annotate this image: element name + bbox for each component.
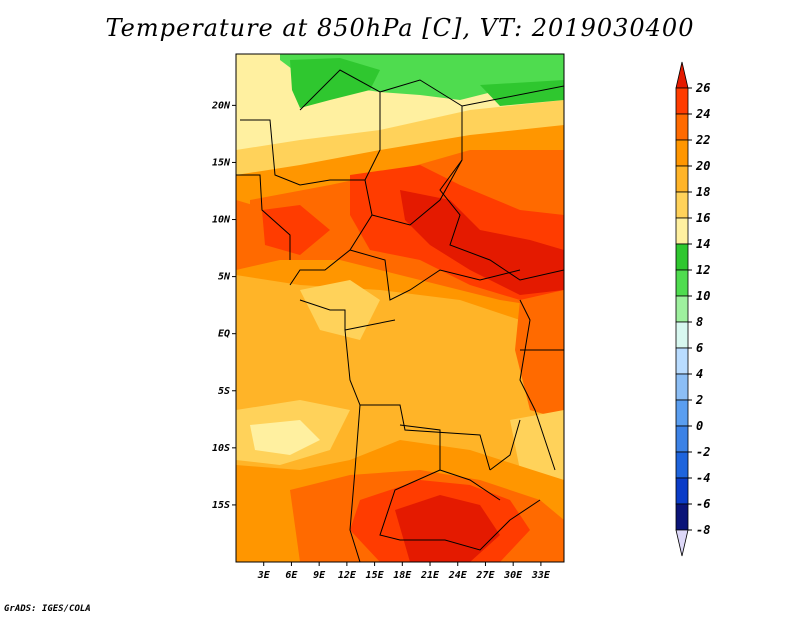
colorbar-label: 8: [696, 315, 703, 329]
lon-label: 3E: [257, 570, 271, 581]
colorbar-swatch: [675, 217, 689, 245]
colorbar-swatch: [675, 451, 689, 479]
colorbar-swatch: [675, 165, 689, 193]
colorbar-bottom-arrow: [675, 529, 689, 557]
colorbar-swatch: [675, 477, 689, 505]
colorbar-swatch: [675, 113, 689, 141]
colorbar-label: 6: [696, 341, 703, 355]
colorbar-swatch: [675, 139, 689, 167]
latitude-axis: 20N 15N 10N 5N EQ 5S 10S 15S: [211, 100, 236, 511]
lon-label: 15E: [366, 570, 385, 581]
lat-label: 10S: [212, 443, 230, 454]
lat-label: 5N: [218, 272, 231, 283]
lat-label: 15S: [212, 500, 230, 511]
lon-label: 33E: [531, 570, 551, 581]
lon-label: 9E: [313, 570, 326, 581]
lon-label: 24E: [448, 570, 468, 581]
colorbar-swatch: [675, 243, 689, 271]
colorbar-label: 10: [696, 289, 710, 303]
credit-text: GrADS: IGES/COLA: [4, 604, 91, 614]
colorbar-label: 26: [695, 81, 710, 95]
colorbar-label: -8: [696, 523, 710, 537]
colorbar-swatch: [675, 373, 689, 401]
colorbar-label: 16: [696, 211, 710, 225]
longitude-axis: 3E 6E 9E 12E 15E 18E 21E 24E 27E 30E 33E: [257, 562, 551, 581]
colorbar-label: 20: [695, 159, 710, 173]
lat-label: 10N: [212, 215, 231, 226]
colorbar-swatch: [675, 191, 689, 219]
colorbar-label: 18: [696, 185, 710, 199]
colorbar-label: 2: [695, 393, 703, 407]
colorbar-label: -4: [696, 471, 710, 485]
lon-label: 21E: [420, 570, 440, 581]
lon-label: 12E: [338, 570, 357, 581]
colorbar-label: -6: [696, 497, 710, 511]
lat-label: 20N: [211, 100, 231, 111]
colorbar-swatch: [675, 269, 689, 297]
colorbar-swatch: [675, 425, 689, 453]
map-frame: [235, 53, 565, 563]
lon-label: 27E: [475, 570, 495, 581]
temperature-field: [236, 54, 564, 562]
lat-label: 5S: [218, 386, 230, 397]
colorbar-swatch: [675, 503, 689, 531]
colorbar-label: -2: [696, 445, 710, 459]
lon-label: 6E: [285, 570, 298, 581]
country-borders: [236, 69, 564, 562]
colorbar-swatch: [675, 347, 689, 375]
colorbar-swatch: [675, 321, 689, 349]
colorbar-label: 0: [696, 419, 703, 433]
lon-label: 18E: [393, 570, 412, 581]
colorbar-swatch: [675, 399, 689, 427]
colorbar-label: 22: [695, 133, 710, 147]
colorbar-label: 12: [696, 263, 710, 277]
colorbar-label: 24: [695, 107, 710, 121]
colorbar-label: 14: [696, 237, 710, 251]
colorbar-top-arrow: [675, 61, 689, 89]
map-title: Temperature at 850hPa [C], VT: 201903040…: [105, 14, 695, 42]
colorbar-swatch: [675, 87, 689, 115]
lon-label: 30E: [503, 570, 523, 581]
lat-label: 15N: [212, 157, 231, 168]
colorbar-swatch: [675, 295, 689, 323]
colorbar-label: 4: [696, 367, 703, 381]
lat-label: EQ: [218, 329, 230, 340]
